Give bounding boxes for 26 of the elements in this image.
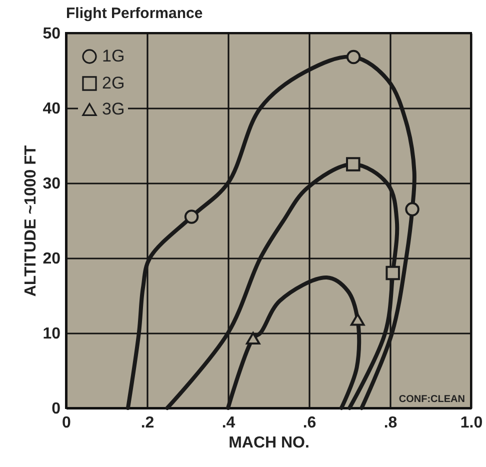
legend-label: 1G [102, 46, 125, 66]
legend-label: 3G [102, 100, 125, 118]
point [350, 313, 365, 326]
y-tick-label: 0 [52, 400, 61, 418]
annotation: CONF:CLEAN [398, 394, 465, 405]
x-tick-label: .8 [384, 414, 398, 432]
y-tick-label: 50 [42, 26, 61, 42]
x-tick-label: 1.0 [460, 414, 483, 432]
legend-label: 2G [102, 74, 125, 92]
point [246, 332, 260, 345]
y-tick-label: 10 [42, 326, 61, 342]
x-tick-label: .6 [302, 414, 316, 432]
chart-title: Flight Performance [66, 5, 203, 22]
y-tick-label: 30 [42, 176, 61, 192]
point [405, 202, 420, 216]
point [184, 210, 199, 224]
point [386, 266, 400, 280]
x-tick-label: 0 [62, 414, 72, 432]
x-tick-label: .4 [222, 414, 236, 432]
x-tick-label: .2 [140, 414, 154, 432]
x-axis-title: MACH NO. [228, 434, 310, 452]
y-axis-title: ALTITUDE ~1000 FT [22, 145, 40, 297]
point [346, 50, 361, 64]
point [346, 157, 360, 172]
y-tick-label: 20 [42, 250, 61, 268]
y-tick-label: 40 [42, 100, 61, 118]
